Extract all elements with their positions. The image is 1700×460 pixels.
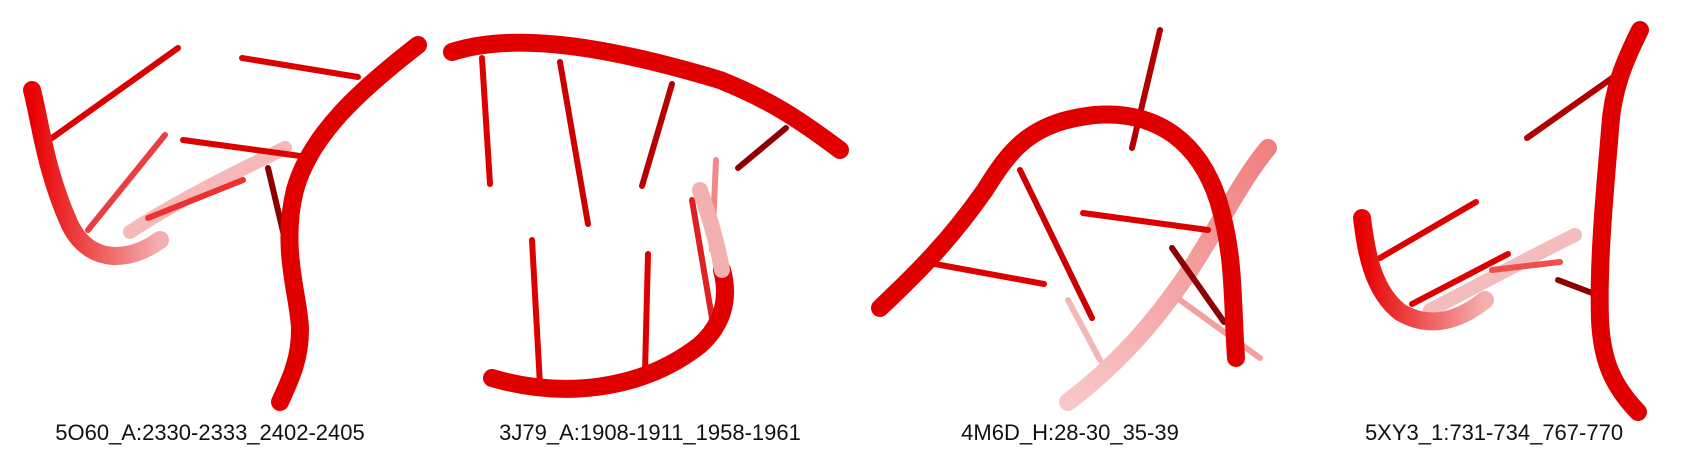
panel-3-base <box>1017 167 1095 321</box>
panel-1-base <box>180 137 318 161</box>
panel-4-label: 5XY3_1:731-734_767-770 <box>1364 420 1624 445</box>
panel-4-backbone <box>1353 209 1494 331</box>
panel-2-backbone <box>443 33 849 159</box>
panel-1-structure <box>23 36 427 411</box>
panel-2-base <box>529 237 543 388</box>
panel-4-backbone <box>1590 21 1649 421</box>
panel-2-faded-strand <box>692 182 730 278</box>
panel-2-label: 3J79_A:1908-1911_1958-1961 <box>499 420 801 445</box>
panel-1-base <box>239 55 361 80</box>
panel-3-base <box>932 261 1047 287</box>
panel-3-label: 4M6D_H:28-30_35-39 <box>961 420 1179 445</box>
panel-4-faded-strand <box>1423 228 1582 317</box>
panel-4-structure <box>1353 21 1649 421</box>
panel-1-base <box>145 177 246 221</box>
panel-2-structure <box>443 33 849 398</box>
panel-2-backbone <box>483 261 734 398</box>
panel-1-base <box>85 132 168 233</box>
panel-1-faded-strand <box>123 141 292 239</box>
panel-3-base <box>1129 27 1163 151</box>
panel-3-base <box>1169 245 1227 325</box>
panel-1-backbone <box>23 81 169 265</box>
panel-3-base <box>1177 297 1263 361</box>
panel-2-base <box>735 125 789 171</box>
panel-4-base <box>1377 199 1479 261</box>
panel-1-label: 5O60_A:2330-2333_2402-2405 <box>55 420 365 445</box>
panel-3-base <box>1080 210 1211 233</box>
panel-3-backbone <box>871 105 1245 367</box>
panel-1-backbone <box>271 36 427 411</box>
panel-2-base <box>642 251 651 375</box>
panel-2-base <box>639 81 675 189</box>
panel-2-base <box>689 197 717 333</box>
panel-1-base <box>49 45 181 141</box>
panel-4-base <box>1524 73 1618 141</box>
panel-4-base <box>1489 259 1563 273</box>
panel-2-base <box>479 55 493 187</box>
panel-2-base <box>557 59 591 227</box>
panel-4-base <box>1409 251 1511 307</box>
panel-3-base <box>1065 297 1103 363</box>
panel-3-structure <box>871 27 1277 411</box>
